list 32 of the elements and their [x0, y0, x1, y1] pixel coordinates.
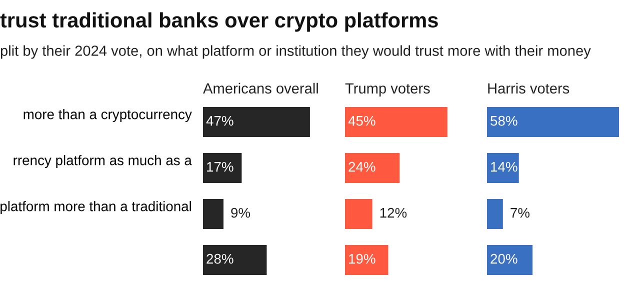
- bar: [345, 245, 388, 275]
- data-label: 17%: [207, 162, 234, 172]
- data-label: 58%: [490, 116, 518, 126]
- bar: [487, 153, 519, 183]
- bar: [345, 153, 400, 183]
- bar: [203, 107, 310, 137]
- bar: [487, 199, 503, 229]
- y-tick-label: more than a cryptocurrency: [24, 109, 192, 122]
- bar: [203, 245, 267, 275]
- chart-title: Harris voters: [488, 82, 570, 94]
- chart-title: Trump voters: [345, 83, 430, 96]
- data-label: 19%: [349, 254, 376, 264]
- data-label: 14%: [491, 162, 518, 172]
- text: plit by their 2024 vote, on what platform or institution they would trust more with their money: [0, 45, 591, 59]
- data-label: 24%: [348, 162, 376, 172]
- text: trust traditional banks over crypto platforms: [0, 12, 438, 32]
- data-label: 9%: [231, 208, 250, 218]
- bar: [345, 199, 372, 229]
- data-label: 47%: [206, 116, 234, 126]
- bar: [203, 153, 242, 183]
- data-label: 20%: [490, 254, 518, 264]
- bar: [203, 199, 224, 229]
- data-label: 45%: [348, 116, 376, 126]
- data-label: 12%: [380, 208, 407, 218]
- bar: [487, 107, 619, 137]
- bar: [345, 107, 448, 137]
- y-tick-label: platform more than a traditional: [0, 201, 191, 214]
- y-tick-label: rrency platform as much as a: [14, 155, 192, 168]
- chart-title: Americans overall: [203, 82, 318, 94]
- data-label: 7%: [510, 208, 530, 218]
- data-label: 28%: [206, 254, 234, 264]
- bar: [487, 245, 533, 275]
